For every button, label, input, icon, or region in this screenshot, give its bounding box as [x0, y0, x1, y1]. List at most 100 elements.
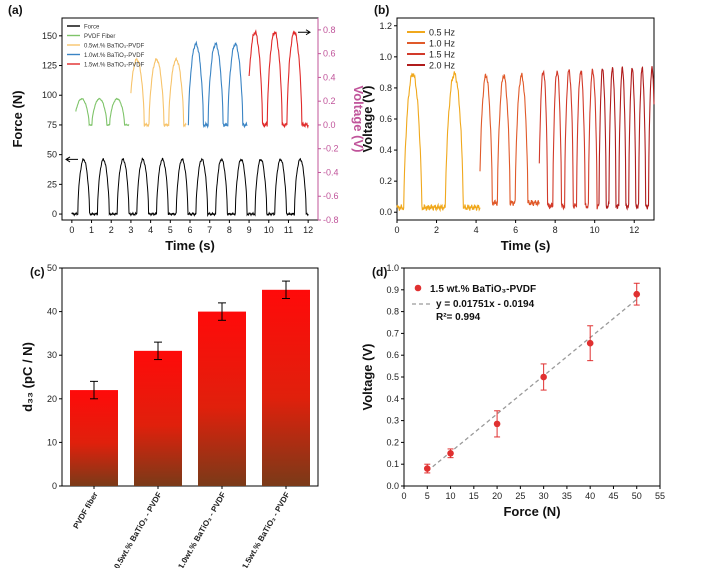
x-tick-label: 4	[148, 225, 153, 235]
y-tick-label: 75	[47, 120, 57, 130]
data-point	[633, 290, 641, 298]
y-tick-label: 20	[47, 394, 57, 404]
data-point	[586, 339, 594, 347]
chart-panel-d: (d) 0 5 10 15 20 25 30 35 40 45 50 55 0.0 0.1 0.2 0.3 0.4…	[360, 263, 665, 519]
y-tick-label: 0.7	[386, 328, 399, 338]
legend-label: 0.5wt.% BaTiO₃-PVDF	[84, 44, 145, 50]
y-tick-label: 0.1	[386, 459, 399, 469]
x-tick-label: 1.0wt.% BaTiO₃ - PVDF	[176, 490, 227, 568]
y-tick-label: 0.6	[386, 350, 399, 360]
x-tick-label: 55	[655, 491, 665, 501]
voltage-series-line-1	[130, 56, 187, 128]
y-tick-label: 40	[47, 307, 57, 317]
y-tick-label: 1.0	[386, 263, 399, 273]
x-tick-label: 2	[109, 225, 114, 235]
y-tick-label: 0.2	[379, 176, 392, 186]
y2-tick-label: -0.2	[323, 144, 339, 154]
y-tick-label: 0.9	[386, 285, 399, 295]
y-tick-label: 25	[47, 179, 57, 189]
x-tick-label: 5	[168, 225, 173, 235]
chart-panel-a: (a)0 1 2 3 4 5 6 7 8 9 10 11 120255075100125150-0.8-…	[8, 3, 366, 253]
legend-label: 2.0 Hz	[429, 61, 456, 71]
y-tick-label: 150	[42, 31, 57, 41]
legend-label: 0.5 Hz	[429, 28, 456, 38]
panel-label-a: (a)	[8, 3, 23, 17]
x-tick-label: 10	[446, 491, 456, 501]
y-tick-label: 0.5	[386, 372, 399, 382]
x-tick-label: 40	[585, 491, 595, 501]
data-point	[447, 450, 454, 457]
x-tick-label: 1	[89, 225, 94, 235]
voltage-axis-arrow	[298, 29, 311, 36]
x-tick-label: PVDF fiber	[71, 491, 99, 531]
y2-tick-label: -0.6	[323, 191, 339, 201]
data-point	[423, 465, 431, 472]
voltage-series-line-3	[248, 29, 309, 129]
legend-label: 1.5 wt.% BaTiO₃-PVDF	[430, 284, 536, 295]
x-axis-title: Force (N)	[503, 504, 560, 519]
force-axis-arrow	[65, 156, 78, 163]
data-point	[540, 373, 547, 381]
legend-label: 1.0wt.% BaTiO₃-PVDF	[84, 53, 145, 59]
x-tick-label: 0	[69, 225, 74, 235]
x-tick-label: 10	[264, 225, 274, 235]
x-tick-label: 25	[515, 491, 525, 501]
y-tick-label: 1.0	[379, 52, 392, 62]
voltage-series-line-0	[396, 71, 481, 213]
y-axis-title: Force (N)	[10, 90, 25, 147]
legend-label: 1.5 Hz	[429, 50, 456, 60]
x-tick-label: 20	[492, 491, 502, 501]
x-tick-label: 0	[401, 491, 406, 501]
x-tick-label: 2	[434, 225, 439, 235]
legend-label: 1.0 Hz	[429, 39, 456, 49]
x-tick-label: 6	[187, 225, 192, 235]
x-tick-label: 12	[629, 225, 639, 235]
panel-label-b: (b)	[374, 3, 389, 17]
x-tick-label: 35	[562, 491, 572, 501]
x-tick-label: 45	[608, 491, 618, 501]
legend-marker	[414, 284, 422, 292]
y-tick-label: 0.6	[379, 114, 392, 124]
force-series-line	[71, 157, 309, 218]
x-tick-label: 30	[539, 491, 549, 501]
bar	[262, 289, 310, 486]
y-axis-title: Voltage (V)	[360, 344, 375, 411]
y-tick-label: 0.2	[386, 437, 399, 447]
fit-r2: R²= 0.994	[436, 312, 481, 323]
x-tick-label: 10	[590, 225, 600, 235]
x-axis-title: Time (s)	[501, 238, 551, 253]
legend-label: Force	[84, 25, 100, 31]
y-tick-label: 1.2	[379, 21, 392, 31]
y-tick-label: 100	[42, 90, 57, 100]
y-tick-label: 0.0	[386, 481, 399, 491]
x-tick-label: 0	[394, 225, 399, 235]
x-tick-label: 15	[469, 491, 479, 501]
voltage-series-line-1	[479, 72, 540, 207]
y-tick-label: 125	[42, 61, 57, 71]
x-tick-label: 11	[284, 225, 293, 235]
x-tick-label: 8	[553, 225, 558, 235]
y-tick-label: 0.8	[379, 83, 392, 93]
chart-panel-c: (c) 0 10 20 30 40 50 d₃₃ (pC / N) PVDF fiber 0.5w…	[20, 263, 319, 568]
y-axis-title: d₃₃ (pC / N)	[20, 342, 35, 412]
y2-tick-label: 0.2	[323, 96, 336, 106]
y-tick-label: 0	[52, 209, 57, 219]
x-axis-title: Time (s)	[165, 238, 215, 253]
y-tick-label: 0.0	[379, 207, 392, 217]
panel-label-d: (d)	[372, 265, 387, 279]
voltage-series-line-3	[598, 66, 655, 211]
x-tick-label: 4	[474, 225, 479, 235]
x-tick-label: 5	[425, 491, 430, 501]
y2-tick-label: -0.8	[323, 215, 339, 225]
y2-tick-label: 0.4	[323, 72, 336, 82]
x-tick-label: 7	[207, 225, 212, 235]
y2-tick-label: -0.4	[323, 167, 339, 177]
x-tick-label: 8	[227, 225, 232, 235]
x-tick-label: 6	[513, 225, 518, 235]
y2-tick-label: 0.8	[323, 25, 336, 35]
bar	[70, 390, 118, 486]
y-tick-label: 0	[52, 481, 57, 491]
plot-frame	[61, 267, 319, 487]
chart-panel-b: (b) 0 2 4 6 8 10 12 0.0 0.2 0.4 0.6 0.8 1.0 1.2 Time (s…	[360, 3, 655, 253]
y-tick-label: 0.4	[386, 394, 399, 404]
